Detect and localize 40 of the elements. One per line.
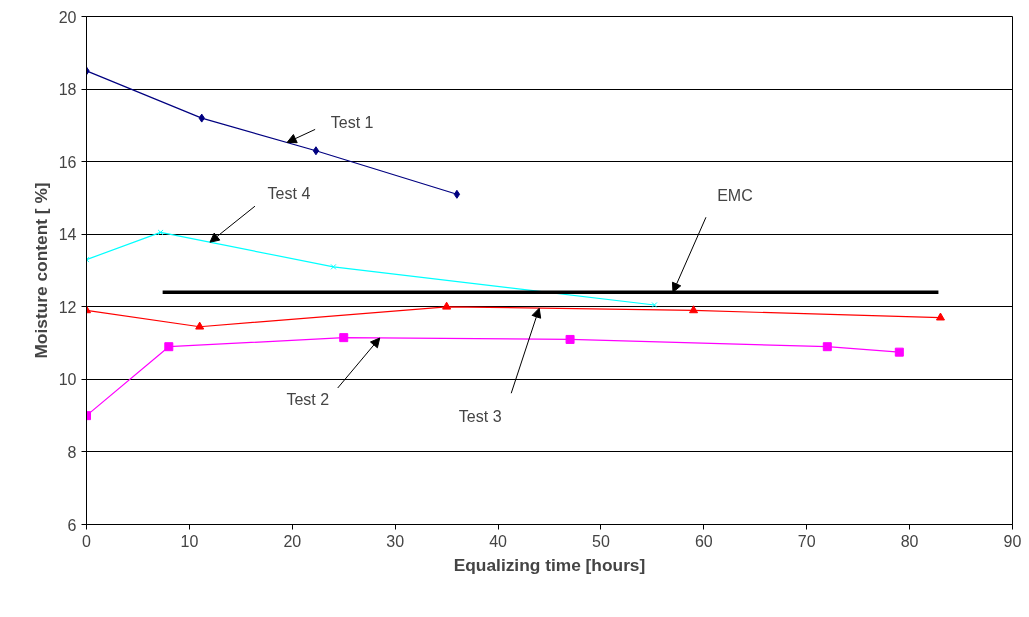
annotation: Test 1 (330, 113, 374, 131)
annotation: Test 4 (267, 184, 311, 202)
point (312, 146, 320, 156)
x-tick-label: 60 (694, 532, 713, 550)
y-tick-label: 10 (58, 371, 77, 389)
x-axis-title: Equalizing time [hours] (453, 554, 646, 575)
y-tick-label: 18 (58, 81, 77, 99)
annotation: Test 2 (286, 391, 330, 409)
annotation: Test 3 (458, 407, 502, 425)
x-tick-label: 70 (797, 532, 816, 550)
point (822, 342, 832, 352)
y-tick-label: 6 (67, 516, 77, 534)
point (195, 321, 205, 330)
x-tick-label: 80 (900, 532, 919, 550)
point (330, 263, 337, 270)
x-tick-label: 20 (283, 532, 302, 550)
point (198, 113, 205, 123)
annotation: EMC (717, 186, 753, 204)
y-tick-label: 12 (58, 298, 77, 316)
y-tick-label: 16 (58, 153, 77, 171)
point (689, 305, 699, 314)
point (339, 333, 349, 343)
y-tick-label: 20 (58, 8, 77, 26)
point (164, 342, 174, 352)
x-tick-label: 0 (82, 532, 92, 550)
x-tick-label: 40 (489, 532, 508, 550)
y-tick-label: 8 (67, 443, 77, 461)
x-tick-label: 30 (386, 532, 405, 550)
y-tick-label: 14 (58, 226, 77, 244)
point (935, 312, 945, 321)
point (453, 189, 461, 199)
x-tick-label: 10 (180, 532, 199, 550)
point (442, 301, 452, 310)
x-tick-label: 50 (592, 532, 610, 550)
point (157, 229, 164, 236)
point (565, 334, 575, 344)
y-axis-title: Moisture content [ %] (30, 182, 51, 359)
point (651, 302, 658, 308)
point (894, 347, 904, 357)
x-tick-label: 90 (1003, 532, 1022, 550)
